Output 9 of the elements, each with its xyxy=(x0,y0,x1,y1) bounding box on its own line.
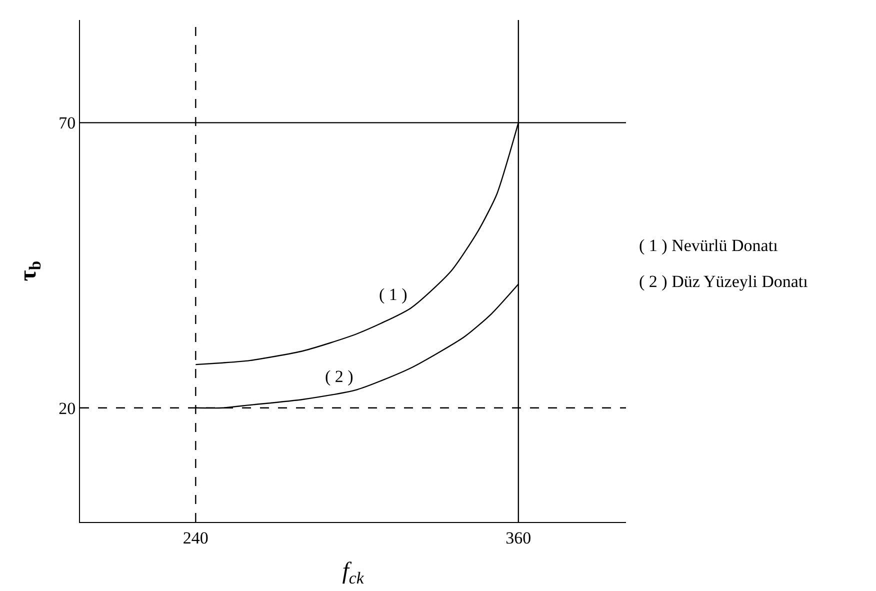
y-tick-label: 70 xyxy=(58,114,76,133)
x-tick-label: 360 xyxy=(506,528,532,548)
text: ( 1 ) Nevürlü Donatı xyxy=(639,236,778,255)
y-tick-label: 20 xyxy=(58,398,76,418)
x-axis-title: f$_{ck}$ xyxy=(342,558,364,588)
x-tick-label: 240 xyxy=(182,528,208,548)
series-label: ( 1 ) xyxy=(379,285,408,304)
text: ( 2 ) Düz Yüzeyli Donatı xyxy=(639,272,808,291)
series-label: ( 2 ) xyxy=(325,367,354,386)
